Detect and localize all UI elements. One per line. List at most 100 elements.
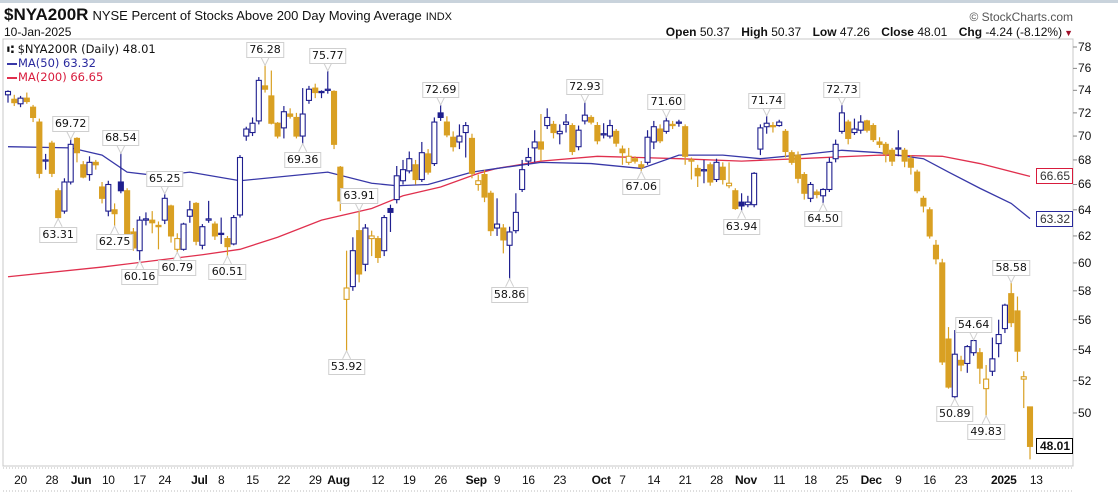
x-tick-label: 28 <box>45 473 59 487</box>
candle-body <box>889 149 896 162</box>
annotation-pointer <box>223 254 232 265</box>
candle-body <box>500 227 507 241</box>
candle-body <box>506 231 513 246</box>
x-tick-label: 22 <box>277 473 291 487</box>
candle-body <box>61 181 68 212</box>
price-annotation: 63.31 <box>39 226 77 243</box>
price-annotation: 60.16 <box>120 268 159 285</box>
annotation-pointer <box>737 209 747 219</box>
candle-body <box>512 211 519 232</box>
y-tick-label: 60 <box>1078 255 1092 270</box>
candle-body <box>124 190 131 238</box>
candle-body <box>920 197 927 207</box>
annotation-pointer <box>950 397 960 407</box>
candle-body <box>349 250 356 288</box>
x-tick-label: Jun <box>70 473 92 487</box>
annotation-pointer <box>354 202 364 213</box>
y-tick-label: 70 <box>1078 129 1092 144</box>
candle-body <box>1008 293 1015 324</box>
candle-body <box>650 126 657 143</box>
candle-body <box>751 172 758 206</box>
price-annotation: 50.89 <box>936 406 974 423</box>
candle-body <box>293 116 300 137</box>
candle-body <box>406 158 413 172</box>
x-tick-label: 20 <box>14 473 27 487</box>
candle-body <box>907 158 914 168</box>
candle-body <box>1020 376 1027 380</box>
candle-body <box>562 121 570 125</box>
candle-body <box>368 235 375 240</box>
candle-body <box>976 352 983 369</box>
down-arrow-icon: ▼ <box>1064 28 1073 38</box>
annotation-pointer <box>342 349 352 360</box>
annotation-pointer <box>505 277 515 287</box>
candle-body <box>537 141 545 150</box>
candle-body <box>305 88 313 101</box>
candle-body <box>914 171 921 192</box>
candle-body <box>581 114 588 122</box>
y-tick-label: 66 <box>1078 177 1092 192</box>
brand-watermark[interactable]: © StockCharts.com <box>969 10 1073 24</box>
candle-body <box>713 161 720 181</box>
x-tick-label: 23 <box>954 473 968 487</box>
price-annotation: 58.58 <box>992 259 1030 276</box>
candle-body <box>895 147 902 150</box>
y-tick-label: 52 <box>1078 373 1092 388</box>
annotation-pointer <box>116 145 126 155</box>
candle-body <box>744 201 751 206</box>
candle-body <box>17 97 24 105</box>
price-annotation: 72.69 <box>421 82 460 99</box>
candle-body <box>494 223 501 229</box>
candle-body <box>481 174 488 198</box>
candle-body <box>330 90 338 145</box>
price-annotation: 72.93 <box>566 79 604 96</box>
price-annotation: 71.60 <box>647 94 686 111</box>
candle-body <box>243 128 250 137</box>
candle-body <box>544 116 551 127</box>
candle-body <box>437 112 444 119</box>
legend-ma200: MA(200) 66.65 <box>18 70 104 84</box>
candle-body <box>425 153 432 173</box>
x-tick-label: 14 <box>647 473 661 487</box>
candle-body <box>167 205 175 237</box>
ma200-value-tag: 66.65 <box>1035 168 1073 185</box>
price-annotation: 49.83 <box>967 423 1005 440</box>
y-tick-label: 62 <box>1078 228 1092 243</box>
x-tick-label: 7 <box>619 473 626 487</box>
close-label: Close <box>881 25 914 39</box>
x-tick-label: 28 <box>710 473 723 487</box>
candle-body <box>468 137 476 174</box>
annotation-pointer <box>636 170 646 180</box>
ma200-line <box>7 154 1031 278</box>
candle-body <box>224 238 231 248</box>
annotation-pointer <box>969 331 979 342</box>
x-tick-label: 23 <box>553 473 567 487</box>
y-tick-label: 78 <box>1078 40 1092 54</box>
x-tick-label: 18 <box>804 473 817 487</box>
annotation-pointer <box>298 142 308 152</box>
candle-body <box>644 136 651 163</box>
annotation-pointer <box>66 131 76 141</box>
candle-body <box>638 164 645 168</box>
candle-body <box>475 180 482 186</box>
annotation-pointer <box>135 259 145 269</box>
x-tick-label: 2025 <box>991 473 1017 487</box>
candle-body <box>957 359 965 366</box>
candle-body <box>205 218 212 221</box>
candle-body <box>838 112 845 132</box>
y-tick-label: 74 <box>1078 83 1092 98</box>
x-tick-label: 13 <box>1029 473 1043 487</box>
price-annotation: 60.79 <box>158 260 197 277</box>
annotation-pointer <box>580 94 590 104</box>
x-tick-label: 15 <box>246 473 259 487</box>
candle-body <box>42 159 49 162</box>
price-annotation: 53.92 <box>327 358 366 375</box>
candle-body <box>274 122 281 137</box>
x-tick-label: Dec <box>860 473 882 487</box>
candle-body <box>926 209 933 237</box>
candle-body <box>820 188 827 197</box>
candle-body <box>519 169 526 191</box>
change-value: -4.24 (-8.12%) <box>985 25 1063 39</box>
ma50-value-tag: 63.32 <box>1035 210 1073 227</box>
